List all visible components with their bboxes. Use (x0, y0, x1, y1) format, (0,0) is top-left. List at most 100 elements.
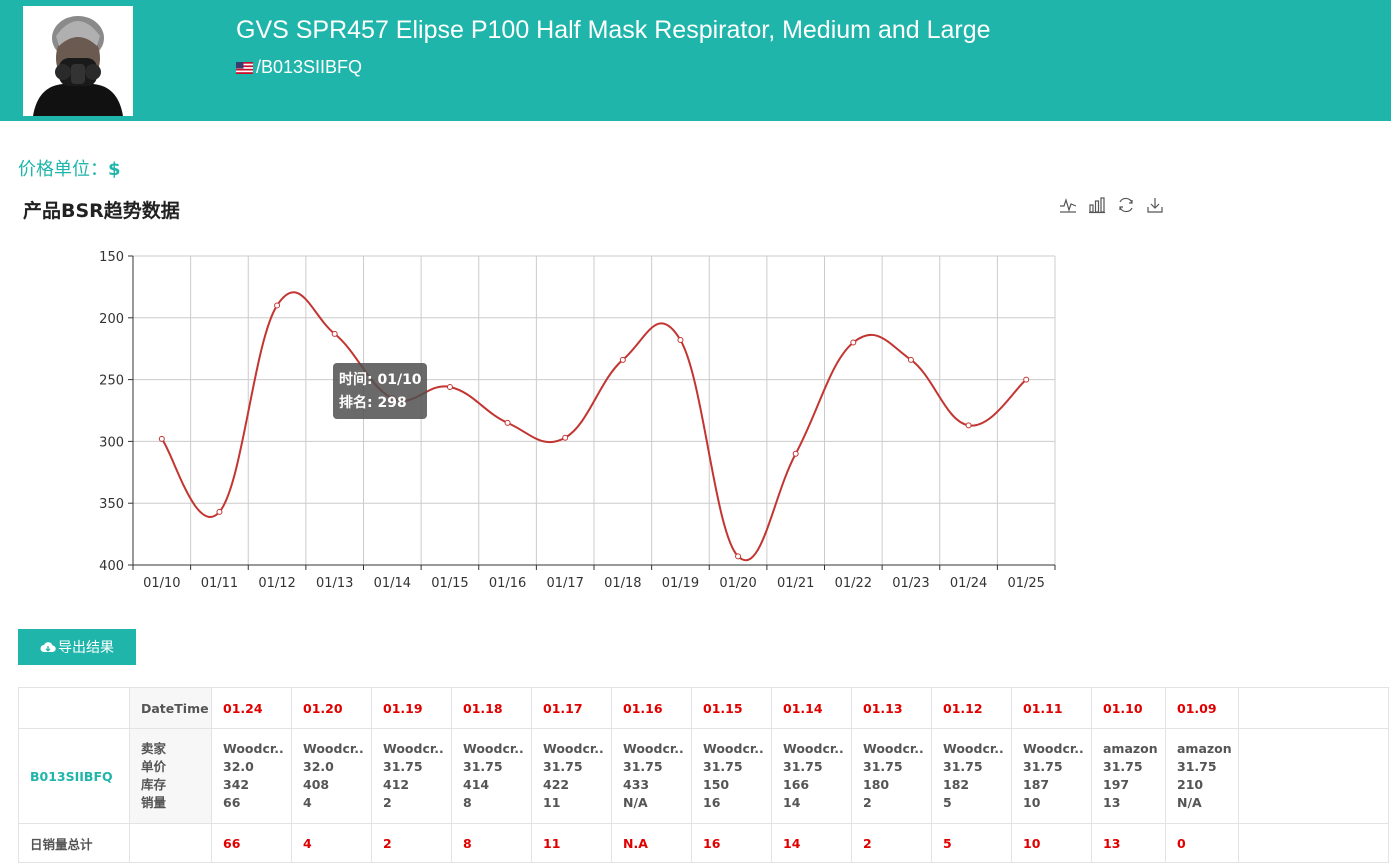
date-header-cell: 01.18 (451, 687, 532, 729)
info-stock: 412 (383, 777, 410, 792)
info-sales: 16 (703, 795, 721, 810)
product-image[interactable] (23, 6, 133, 116)
info-cell: Woodcr.. 31.75 422 11 (531, 728, 612, 824)
info-stock: 414 (463, 777, 490, 792)
total-cell: 11 (531, 823, 612, 863)
info-stock: 180 (863, 777, 890, 792)
info-cell: Woodcr.. 31.75 412 2 (371, 728, 452, 824)
cloud-download-icon (40, 641, 56, 652)
datetime-label: DateTime (129, 687, 212, 729)
date-header-cell: 01.11 (1011, 687, 1092, 729)
date-header-cell: 01.20 (291, 687, 372, 729)
total-cell: 2 (371, 823, 452, 863)
export-button-label: 导出结果 (58, 640, 114, 656)
us-flag-icon (236, 61, 253, 74)
x-tick-label: 01/16 (489, 576, 526, 591)
x-tick-label: 01/23 (892, 576, 929, 591)
x-tick-label: 01/10 (143, 576, 180, 591)
data-point (504, 419, 511, 426)
date-header-cell: 01.09 (1165, 687, 1239, 729)
date-header-cell: 01.13 (851, 687, 932, 729)
info-cell: Woodcr.. 31.75 414 8 (451, 728, 532, 824)
info-seller: amazon (1103, 741, 1158, 756)
info-stock: 182 (943, 777, 970, 792)
label-seller: 卖家 (141, 741, 167, 756)
info-price: 31.75 (1023, 759, 1063, 774)
info-stock: 197 (1103, 777, 1130, 792)
export-results-button[interactable]: 导出结果 (18, 629, 136, 665)
price-unit: 价格单位：$ (18, 155, 121, 181)
total-cell: 4 (291, 823, 372, 863)
y-tick-label: 400 (99, 559, 124, 574)
info-cell: Woodcr.. 31.75 182 5 (931, 728, 1012, 824)
x-tick-label: 01/25 (1007, 576, 1044, 591)
info-sales: N/A (623, 795, 648, 810)
info-sales: 14 (783, 795, 801, 810)
date-header-cell: 01.15 (691, 687, 772, 729)
info-seller: Woodcr.. (303, 741, 364, 756)
info-sales: 10 (1023, 795, 1041, 810)
x-tick-label: 01/19 (662, 576, 699, 591)
info-sales: 13 (1103, 795, 1121, 810)
bar-chart-icon[interactable] (1087, 195, 1107, 215)
empty-filler-cell (1238, 687, 1389, 729)
data-point (331, 330, 338, 337)
asin-line: /B013SIIBFQ (236, 57, 362, 78)
info-seller: Woodcr.. (783, 741, 844, 756)
total-cell: 13 (1091, 823, 1166, 863)
currency-symbol: $ (108, 159, 121, 180)
total-cell: 0 (1165, 823, 1239, 863)
info-sales: 5 (943, 795, 952, 810)
date-header-cell: 01.12 (931, 687, 1012, 729)
info-seller: Woodcr.. (1023, 741, 1084, 756)
line-chart-icon[interactable] (1058, 195, 1078, 215)
x-tick-label: 01/11 (201, 576, 238, 591)
info-sales: N/A (1177, 795, 1202, 810)
empty-filler-cell (1238, 823, 1389, 863)
empty-filler-cell (1238, 728, 1389, 824)
info-sales: 2 (863, 795, 872, 810)
info-stock: 342 (223, 777, 250, 792)
asin-text: /B013SIIBFQ (256, 57, 363, 77)
total-cell: 16 (691, 823, 772, 863)
data-point (619, 356, 626, 363)
info-sales: 2 (383, 795, 392, 810)
info-cell: Woodcr.. 31.75 166 14 (771, 728, 852, 824)
info-cell: Woodcr.. 32.0 342 66 (211, 728, 292, 824)
row-labels-cell: 卖家 单价 库存 销量 (129, 728, 212, 824)
x-tick-label: 01/24 (950, 576, 987, 591)
chart-title: 产品BSR趋势数据 (23, 200, 180, 222)
download-icon[interactable] (1145, 195, 1165, 215)
total-cell: N.A (611, 823, 692, 863)
data-point (735, 553, 742, 560)
total-cell: 66 (211, 823, 292, 863)
label-sales: 销量 (141, 795, 167, 810)
x-tick-label: 01/15 (431, 576, 468, 591)
info-cell: amazon 31.75 197 13 (1091, 728, 1166, 824)
data-point (965, 422, 972, 429)
info-stock: 150 (703, 777, 730, 792)
info-seller: amazon (1177, 741, 1232, 756)
info-stock: 210 (1177, 777, 1204, 792)
info-price: 32.0 (303, 759, 334, 774)
x-tick-label: 01/13 (316, 576, 353, 591)
y-tick-label: 300 (99, 435, 124, 450)
info-sales: 11 (543, 795, 561, 810)
data-point (562, 434, 569, 441)
info-seller: Woodcr.. (463, 741, 524, 756)
label-price: 单价 (141, 759, 167, 774)
info-cell: Woodcr.. 32.0 408 4 (291, 728, 372, 824)
y-tick-label: 200 (99, 312, 124, 327)
info-price: 31.75 (783, 759, 823, 774)
info-seller: Woodcr.. (943, 741, 1004, 756)
data-point (792, 450, 799, 457)
x-tick-label: 01/14 (374, 576, 411, 591)
date-header-cell: 01.24 (211, 687, 292, 729)
info-sales: 4 (303, 795, 312, 810)
label-stock: 库存 (141, 777, 167, 792)
info-price: 31.75 (543, 759, 583, 774)
data-point (158, 435, 165, 442)
refresh-icon[interactable] (1116, 195, 1136, 215)
y-tick-label: 250 (99, 374, 124, 389)
asin-cell[interactable]: B013SIIBFQ (18, 728, 130, 824)
